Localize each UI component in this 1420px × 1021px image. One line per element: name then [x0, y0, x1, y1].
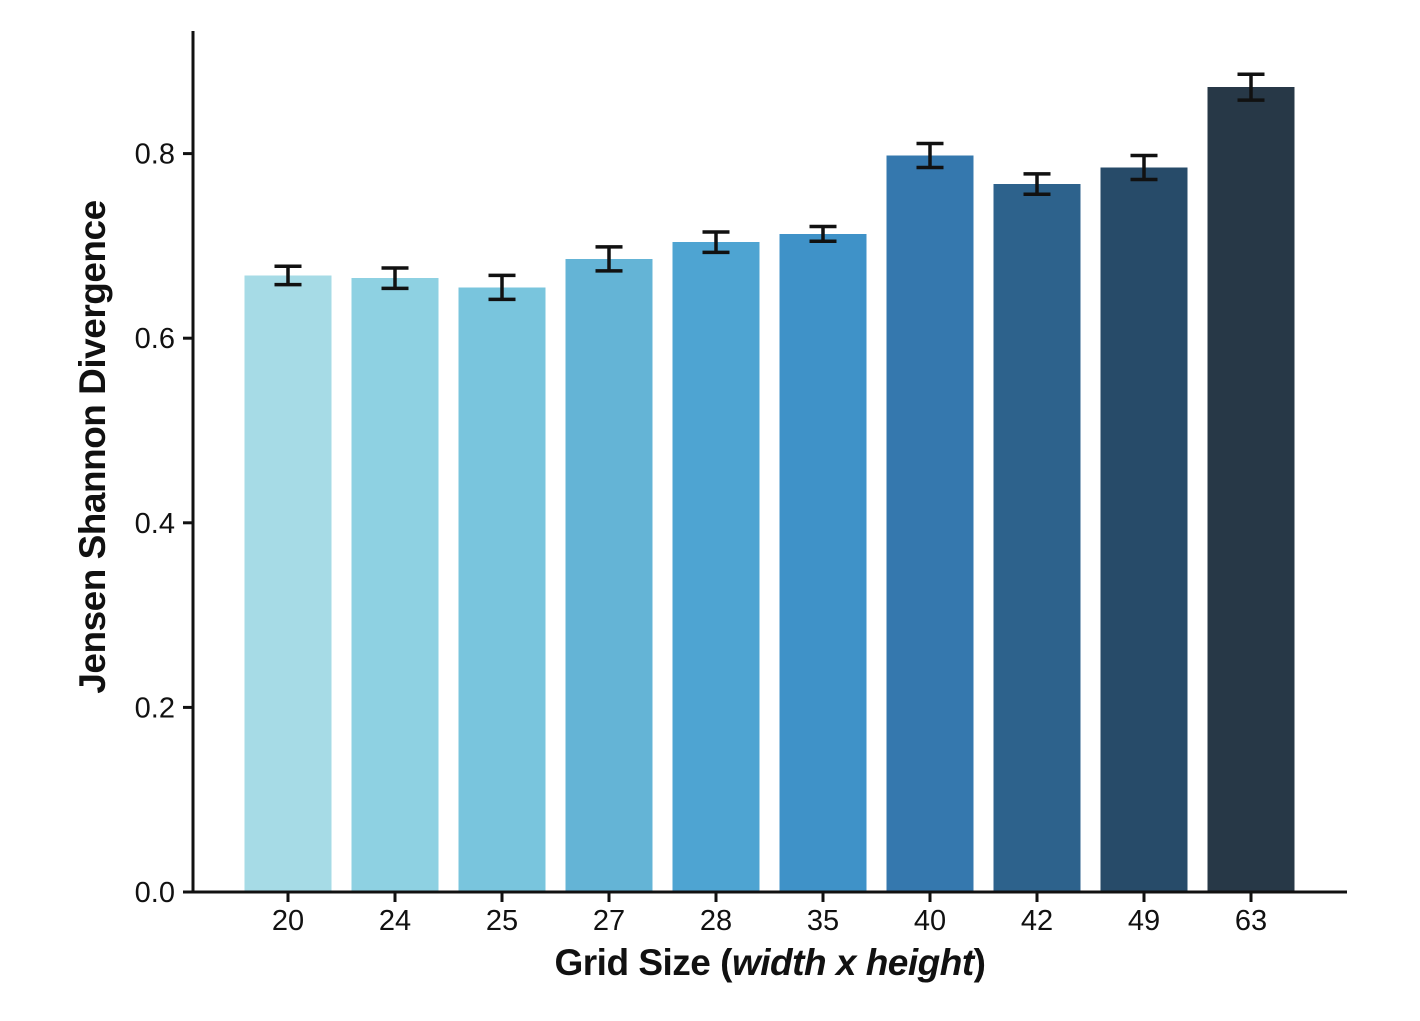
- bar-35: [779, 233, 867, 892]
- error-bar-25: [488, 273, 516, 302]
- x-tick-label-27: 27: [593, 905, 625, 937]
- error-bar-40: [916, 141, 944, 170]
- x-axis-label-italic: width x height: [731, 942, 974, 983]
- bar-28: [672, 242, 760, 892]
- y-tick-label-0.2: 0.2: [135, 692, 175, 724]
- bar-63: [1207, 87, 1295, 893]
- bar-40: [886, 155, 974, 893]
- x-tick-label-40: 40: [914, 905, 946, 937]
- y-tick-label-0.4: 0.4: [135, 508, 175, 540]
- y-tick-label-0.8: 0.8: [135, 139, 175, 171]
- y-tick-label-0.6: 0.6: [135, 323, 175, 355]
- x-axis-label-suffix: ): [973, 942, 986, 983]
- x-tick-label-24: 24: [379, 905, 411, 937]
- x-axis-label-prefix: Grid Size (: [554, 942, 732, 983]
- bar-49: [1100, 167, 1188, 892]
- x-tick-label-49: 49: [1128, 905, 1160, 937]
- error-bar-49: [1130, 153, 1158, 182]
- error-bar-27: [595, 245, 623, 273]
- bar-42: [993, 184, 1081, 892]
- bar-24: [351, 278, 439, 893]
- x-axis-label: Grid Size (width x height): [193, 942, 1347, 984]
- x-tick-label-63: 63: [1235, 905, 1267, 937]
- error-bar-42: [1023, 172, 1051, 196]
- error-bar-20: [274, 264, 302, 287]
- x-tick-label-20: 20: [272, 905, 304, 937]
- x-tick-label-28: 28: [700, 905, 732, 937]
- y-tick-label-0.0: 0.0: [135, 877, 175, 909]
- bar-25: [458, 287, 546, 892]
- error-bar-28: [702, 230, 730, 255]
- bar-20: [244, 275, 332, 892]
- error-bar-24: [381, 266, 409, 291]
- error-bar-35: [809, 224, 837, 244]
- x-tick-label-25: 25: [486, 905, 518, 937]
- y-axis-label: Jensen Shannon Divergence: [72, 200, 113, 694]
- x-tick-label-35: 35: [807, 905, 839, 937]
- error-bar-63: [1237, 72, 1265, 102]
- x-tick-label-42: 42: [1021, 905, 1053, 937]
- bar-27: [565, 258, 653, 892]
